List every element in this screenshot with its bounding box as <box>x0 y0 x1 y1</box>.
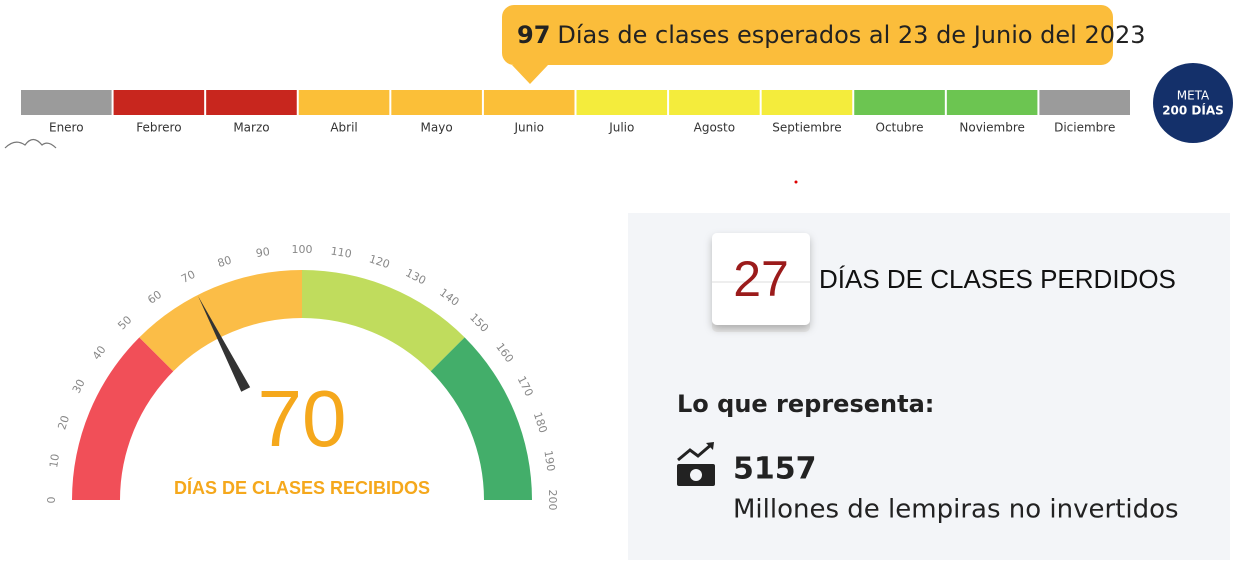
gauge-label: DÍAS DE CLASES RECIBIDOS <box>174 477 430 498</box>
month-label: Noviembre <box>959 121 1025 135</box>
goal-value: 200 DÍAS <box>1162 103 1224 118</box>
gauge-tick-label: 100 <box>292 243 313 256</box>
month-segment <box>113 90 205 115</box>
gauge-tick-label: 170 <box>515 374 536 399</box>
month-label: Junio <box>513 121 543 135</box>
gauge-tick-label: 0 <box>45 497 58 504</box>
gauge-tick-label: 50 <box>115 313 134 332</box>
month-segment <box>854 90 945 115</box>
gauge-tick-label: 60 <box>145 288 164 307</box>
calendar-card <box>712 233 810 325</box>
month-segment <box>483 90 575 115</box>
gauge-tick-label: 40 <box>90 343 109 362</box>
gauge-tick-label: 80 <box>216 253 233 270</box>
gauge-band <box>302 270 465 372</box>
gauge-tick-label: 110 <box>330 245 353 261</box>
gauge-tick-label: 140 <box>437 286 462 309</box>
goal-label: META <box>1177 89 1210 103</box>
month-label: Diciembre <box>1054 121 1115 135</box>
gauge-tick-label: 120 <box>367 252 391 271</box>
month-segment <box>1039 90 1130 115</box>
month-label: Febrero <box>136 121 181 135</box>
month-segment <box>206 90 297 115</box>
gauge-tick-label: 10 <box>47 453 62 469</box>
gauge-tick-label: 30 <box>70 377 88 395</box>
month-label: Mayo <box>421 121 453 135</box>
gauge-band <box>72 337 174 500</box>
gauge-tick-label: 20 <box>55 414 72 431</box>
callout-bubble <box>502 5 1113 84</box>
gauge-band <box>139 270 302 372</box>
gauge-needle <box>198 295 251 392</box>
represents-value: 5157 <box>733 452 817 487</box>
month-segment <box>298 90 390 115</box>
month-segment <box>391 90 482 115</box>
gauge-tick-label: 180 <box>531 411 550 435</box>
callout-label: Días de clases esperados al 23 de Junio … <box>557 21 1145 49</box>
month-label: Octubre <box>876 121 924 135</box>
month-segment <box>576 90 668 115</box>
month-segment <box>946 90 1038 115</box>
gauge-tick-label: 160 <box>493 340 516 365</box>
month-segment <box>669 90 760 115</box>
month-label: Enero <box>49 121 84 135</box>
lost-value: 27 <box>733 251 789 307</box>
represents-label: Millones de lempiras no invertidos <box>733 495 1179 525</box>
gauge-tick-label: 150 <box>467 311 491 335</box>
callout-text: 97 Días de clases esperados al 23 de Juni… <box>517 21 1146 49</box>
money-icon <box>677 442 715 486</box>
callout-value: 97 <box>517 21 550 49</box>
month-label: Agosto <box>694 121 735 135</box>
represents-title: Lo que representa: <box>677 390 934 418</box>
month-segment <box>21 90 112 115</box>
month-label: Septiembre <box>772 121 841 135</box>
month-label: Julio <box>608 121 634 135</box>
goal-circle <box>1153 63 1233 143</box>
gauge-tick-label: 130 <box>403 266 428 287</box>
gauge-band <box>430 337 532 500</box>
timeline: Enero Febrero Marzo Abril Mayo Junio Julio Agos… <box>21 90 1130 135</box>
month-label: Marzo <box>233 121 269 135</box>
lost-label: DÍAS DE CLASES PERDIDOS <box>819 264 1176 294</box>
gauge-tick-label: 190 <box>541 449 557 472</box>
gauge-tick-label: 200 <box>546 490 559 511</box>
dot <box>794 180 798 184</box>
gauge-value: 70 <box>258 374 347 463</box>
month-label: Abril <box>330 121 357 135</box>
gauge-tick-label: 90 <box>255 245 271 260</box>
gauge-tick-label: 70 <box>179 268 197 286</box>
month-segment <box>761 90 853 115</box>
logo <box>4 138 57 149</box>
